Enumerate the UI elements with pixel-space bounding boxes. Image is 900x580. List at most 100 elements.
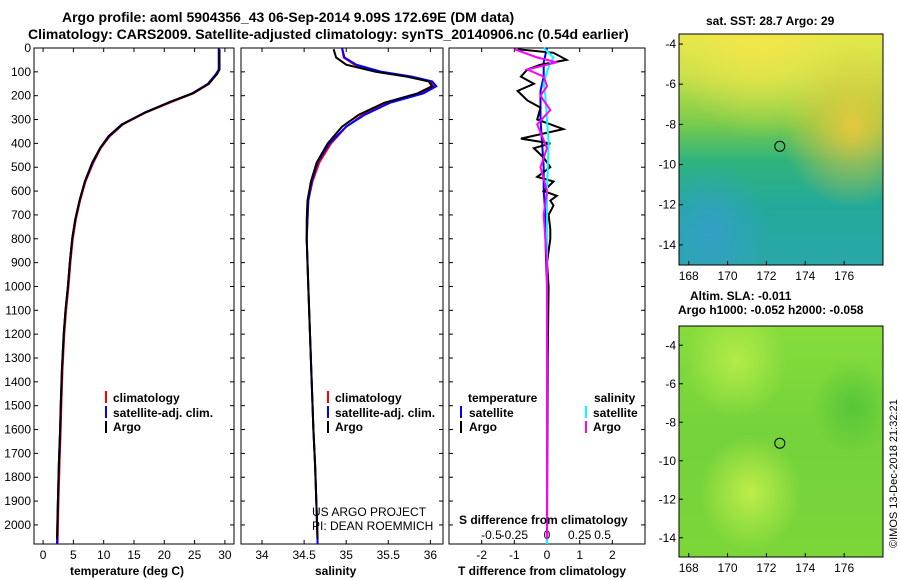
temperature-chart: 0100200300400500600700800900100011001200… [4,41,234,562]
y-tick-label: 2000 [4,518,31,532]
sst-map-ticks: 168 170 172 174 176 -4 -6 -8 -10 -12 -14 [659,37,855,283]
legend-label-s-satellite: satellite [593,406,638,420]
map-y-tick-label: -8 [665,415,676,429]
map-x-tick-label: 168 [679,269,699,283]
sst-map-frame [678,33,884,266]
sla-map-ticks: 168 170 172 174 176 -4 -6 -8 -10 -12 -14 [659,338,855,575]
map-x-tick-label: 172 [756,269,776,283]
map-y-tick-label: -4 [665,37,676,51]
map-y-tick-label: -14 [659,238,677,252]
y-tick-label: 200 [11,89,31,103]
map-x-tick-label: 174 [795,561,815,575]
sla-map-frame [678,325,884,558]
x-tick-label: -1 [509,548,520,562]
x-tick-label: -2 [476,548,487,562]
legend-label-t-argo: Argo [469,420,497,434]
map-y-tick-label: -12 [659,492,677,506]
project-annotation-line-1: US ARGO PROJECT [312,505,427,519]
salinity-axis-label: salinity [315,564,357,578]
temperature-axis-label: temperature (deg C) [70,564,184,578]
y-tick-label: 1400 [4,375,31,389]
y-tick-label: 1600 [4,423,31,437]
map-y-tick-label: -12 [659,198,677,212]
legend-label-satellite: satellite-adj. clim. [113,406,213,420]
t-difference-axis-label: T difference from climatology [458,564,626,578]
y-tick-label: 1300 [4,351,31,365]
map-y-tick-label: -10 [659,158,677,172]
x-tick-label: 25 [188,548,202,562]
x-tick-label: 0 [544,548,551,562]
sst-argo-marker [774,140,786,152]
y-tick-label: 700 [11,208,31,222]
map-x-tick-label: 170 [718,561,738,575]
x-tick-label: 1 [576,548,583,562]
legend-label-argo: Argo [113,420,141,434]
y-tick-label: 1700 [4,446,31,460]
x-tick-label: 0 [40,548,47,562]
map-y-tick-label: -8 [665,117,676,131]
map-y-tick-label: -14 [659,531,677,545]
y-tick-label: 900 [11,256,31,270]
sla-map-title-line-1: Altim. SLA: -0.011 [690,289,792,303]
secondary-x-tick-label: -0.25 [501,528,529,542]
temperature-legend: climatology satellite-adj. clim. Argo [105,391,213,434]
title-line-1: Argo profile: aoml 5904356_43 06-Sep-201… [62,9,515,25]
map-y-tick-label: -10 [659,454,677,468]
map-x-tick-label: 172 [756,561,776,575]
x-tick-label: 2 [609,548,616,562]
project-annotation-line-2: PI: DEAN ROEMMICH [312,519,433,533]
y-tick-label: 0 [24,41,31,55]
x-tick-label: 20 [158,548,172,562]
y-tick-label: 500 [11,160,31,174]
sst-map-title: sat. SST: 28.7 Argo: 29 [706,14,835,28]
sst-map: 168 170 172 174 176 -4 -6 -8 -10 -12 -14 [659,33,884,283]
x-tick-label: 34 [255,548,269,562]
x-tick-label: 15 [127,548,141,562]
series-line-salinity-argo [513,48,558,540]
series-line-satellite-adj-clim- [56,48,220,545]
map-x-tick-label: 174 [795,269,815,283]
secondary-x-tick-label: -0.5 [481,528,502,542]
x-tick-label: 10 [97,548,111,562]
legend-title-salinity: salinity [594,391,636,405]
x-tick-label: 34.5 [292,548,316,562]
secondary-x-tick-label: 0.25 [568,528,592,542]
y-tick-label: 1900 [4,494,31,508]
y-tick-label: 100 [11,65,31,79]
x-tick-label: 5 [70,548,77,562]
salinity-legend: climatology satellite-adj. clim. Argo US… [312,391,435,533]
legend-title-temperature: temperature [468,391,538,405]
salinity-plot-frame [240,47,444,545]
sla-argo-marker [774,437,786,449]
series-line-argo [305,48,434,540]
sla-map-title-line-2: Argo h1000: -0.052 h2000: -0.058 [678,303,864,317]
y-tick-label: 800 [11,232,31,246]
temperature-plot-frame [33,47,235,545]
map-y-tick-label: -4 [665,338,676,352]
x-tick-label: 35.5 [377,548,401,562]
map-x-tick-label: 176 [834,269,854,283]
y-tick-label: 1000 [4,279,31,293]
salinity-chart: 34 34.5 35 35.5 36 [241,47,443,562]
s-difference-axis-title: S difference from climatology [459,513,628,527]
legend-label-climatology: climatology [335,391,402,405]
secondary-x-tick-label: 0.5 [594,528,611,542]
series-line-climatology [305,47,437,545]
y-tick-label: 1500 [4,399,31,413]
y-tick-label: 600 [11,184,31,198]
map-x-tick-label: 170 [718,269,738,283]
y-tick-label: 1800 [4,470,31,484]
series-line-argo [56,49,221,540]
sla-low-patch [679,326,883,557]
y-tick-label: 300 [11,113,31,127]
sst-cool-patch [679,34,883,265]
y-tick-label: 400 [11,136,31,150]
series-line-climatology [56,48,220,545]
y-tick-label: 1100 [5,303,31,317]
x-tick-label: 36 [424,548,438,562]
difference-chart: -2 -1 0 1 2-0.5-0.25 0 0.25 0.5 [449,47,645,562]
y-tick-label: 1200 [4,327,31,341]
legend-label-argo: Argo [335,420,363,434]
series-line-temperature-argo [515,48,570,540]
